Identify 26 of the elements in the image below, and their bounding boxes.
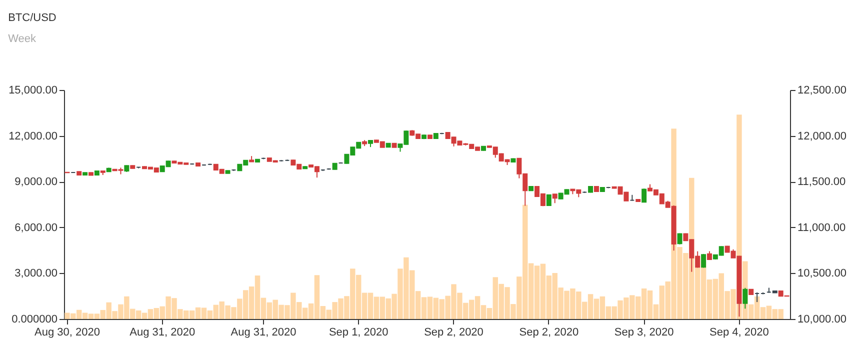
- candlestick: [677, 232, 682, 245]
- y-tick-label: 6,000.00: [14, 222, 58, 234]
- chart-title: BTC/USD: [8, 12, 56, 24]
- x-tick-label: Aug 31, 2020: [130, 326, 196, 338]
- candlestick: [642, 188, 647, 203]
- y-tick-label: 15,000.00: [8, 84, 58, 96]
- x-tick-label: Sep 3, 2020: [614, 326, 674, 338]
- y2-tick-label: 12,500.00: [798, 84, 846, 96]
- y2-tick-label: 11,500.00: [798, 176, 846, 188]
- x-tick-label: Sep 2, 2020: [424, 326, 484, 338]
- y2-tick-label: 10,000.00: [798, 314, 846, 326]
- y-tick-label: 9,000.00: [14, 176, 58, 188]
- x-tick-label: Aug 30, 2020: [34, 326, 100, 338]
- x-tick-label: Sep 2, 2020: [519, 326, 579, 338]
- x-tick-label: Aug 31, 2020: [230, 326, 296, 338]
- y-tick-label: 12,000.00: [8, 130, 58, 142]
- candlestick: [546, 194, 552, 206]
- y2-tick-label: 12,000.00: [798, 130, 846, 142]
- y-tick-label: 0.000000: [12, 314, 58, 326]
- x-tick-label: Sep 4, 2020: [710, 326, 769, 338]
- chart-subtitle: Week: [8, 33, 36, 45]
- x-tick-label: Sep 1, 2020: [328, 326, 388, 338]
- y2-tick-label: 11,000.00: [798, 222, 846, 234]
- candlestick: [552, 193, 558, 204]
- y-tick-label: 3,000.00: [14, 268, 58, 280]
- y2-tick-label: 10,500.00: [798, 268, 846, 280]
